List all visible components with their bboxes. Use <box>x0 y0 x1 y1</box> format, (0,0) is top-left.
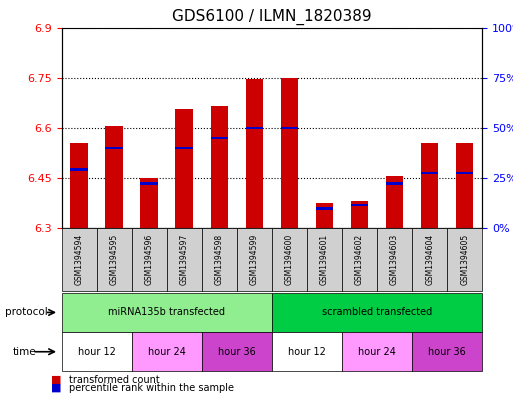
Bar <box>141 182 158 185</box>
Bar <box>141 178 158 228</box>
Text: ■: ■ <box>51 383 62 393</box>
Bar <box>456 143 473 228</box>
Bar <box>210 137 228 140</box>
Text: GSM1394598: GSM1394598 <box>215 234 224 285</box>
Text: hour 36: hour 36 <box>428 347 466 357</box>
Bar <box>421 172 439 174</box>
Bar <box>246 127 263 129</box>
Bar <box>175 147 193 149</box>
Bar <box>70 143 88 228</box>
Text: hour 24: hour 24 <box>148 347 186 357</box>
Text: scrambled transfected: scrambled transfected <box>322 307 432 318</box>
Text: GSM1394601: GSM1394601 <box>320 234 329 285</box>
Text: GSM1394597: GSM1394597 <box>180 234 189 285</box>
Text: transformed count: transformed count <box>69 375 160 385</box>
Bar <box>281 78 298 228</box>
Text: GSM1394603: GSM1394603 <box>390 234 399 285</box>
Bar <box>421 143 439 228</box>
Bar <box>456 172 473 174</box>
Text: miRNA135b transfected: miRNA135b transfected <box>108 307 225 318</box>
Bar <box>105 126 123 228</box>
Text: ■: ■ <box>51 375 62 385</box>
Bar <box>315 207 333 209</box>
Text: GSM1394605: GSM1394605 <box>460 234 469 285</box>
Bar <box>246 79 263 228</box>
Bar <box>351 204 368 206</box>
Text: time: time <box>13 347 36 357</box>
Text: GSM1394594: GSM1394594 <box>74 234 84 285</box>
Text: GSM1394596: GSM1394596 <box>145 234 154 285</box>
Bar <box>351 201 368 228</box>
Bar <box>175 109 193 228</box>
Bar <box>210 106 228 228</box>
Text: hour 12: hour 12 <box>77 347 115 357</box>
Bar <box>70 169 88 171</box>
Text: hour 12: hour 12 <box>288 347 326 357</box>
Title: GDS6100 / ILMN_1820389: GDS6100 / ILMN_1820389 <box>172 9 372 25</box>
Text: GSM1394604: GSM1394604 <box>425 234 434 285</box>
Bar <box>315 203 333 228</box>
Text: percentile rank within the sample: percentile rank within the sample <box>69 383 234 393</box>
Text: GSM1394602: GSM1394602 <box>355 234 364 285</box>
Bar <box>386 176 403 228</box>
Text: GSM1394595: GSM1394595 <box>110 234 119 285</box>
Text: GSM1394599: GSM1394599 <box>250 234 259 285</box>
Bar <box>386 182 403 185</box>
Text: protocol: protocol <box>5 307 48 318</box>
Text: hour 36: hour 36 <box>218 347 255 357</box>
Text: GSM1394600: GSM1394600 <box>285 234 294 285</box>
Bar <box>281 127 298 129</box>
Bar <box>105 147 123 149</box>
Text: hour 24: hour 24 <box>358 347 396 357</box>
